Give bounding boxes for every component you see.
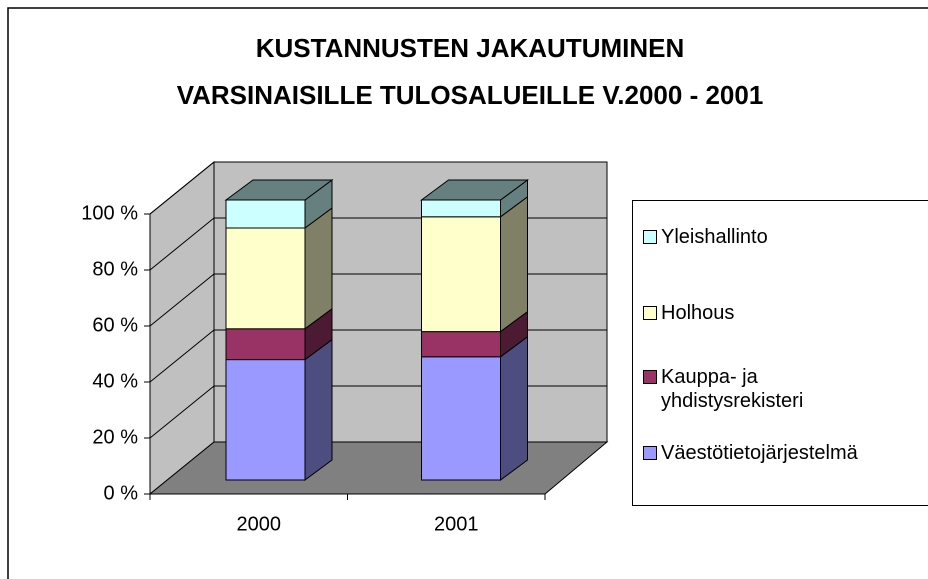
x-tick-label: 2001 [434,513,479,535]
bar-side [500,195,528,333]
grid-line [149,273,215,327]
legend-swatch [643,370,657,384]
bar-segment [225,227,306,330]
bar-segment [225,328,306,361]
legend-item: Väestötietojärjestelmä [643,441,923,465]
chart-title: VARSINAISILLE TULOSALUEILLE V.2000 - 200… [177,80,764,110]
y-tick-label: 100 % [81,202,138,224]
bar-side [500,335,528,481]
legend-label: Väestötietojärjestelmä [661,442,858,464]
legend-swatch [643,230,657,244]
grid-line [149,385,215,439]
bar-side [304,338,333,481]
bar-segment [421,356,501,481]
legend-swatch [643,306,657,320]
legend-label: Holhous [661,302,735,324]
bar-segment [421,216,501,333]
bar-segment [421,199,501,218]
y-tick-label: 20 % [92,426,138,448]
bar-top [419,179,530,201]
y-tick-label: 40 % [92,370,138,392]
legend: Yleishallinto Holhous Kauppa- ja yhdistysr… [632,200,928,506]
bar-side [304,207,333,330]
legend-swatch [643,446,657,460]
legend-label: Kauppa- ja yhdistysrekisteri [661,366,804,412]
bar-segment [225,359,306,481]
floor [148,441,609,495]
chart-title: KUSTANNUSTEN JAKAUTUMINEN [256,33,685,63]
legend-item: Holhous [643,301,923,325]
legend-item: Yleishallinto [643,225,923,249]
y-tick-label: 80 % [92,258,138,280]
bar-segment [225,199,306,229]
grid-line [149,217,215,271]
y-tick-label: 0 % [104,482,139,504]
x-tick-label: 2000 [237,513,282,535]
grid-line [149,329,215,383]
legend-label: Yleishallinto [661,226,768,248]
y-tick-label: 60 % [92,314,138,336]
side-wall [149,160,215,496]
bar-top [224,179,334,201]
legend-item: Kauppa- ja yhdistysrekisteri [643,365,923,413]
bar-segment [421,331,501,358]
grid-line [149,161,215,215]
